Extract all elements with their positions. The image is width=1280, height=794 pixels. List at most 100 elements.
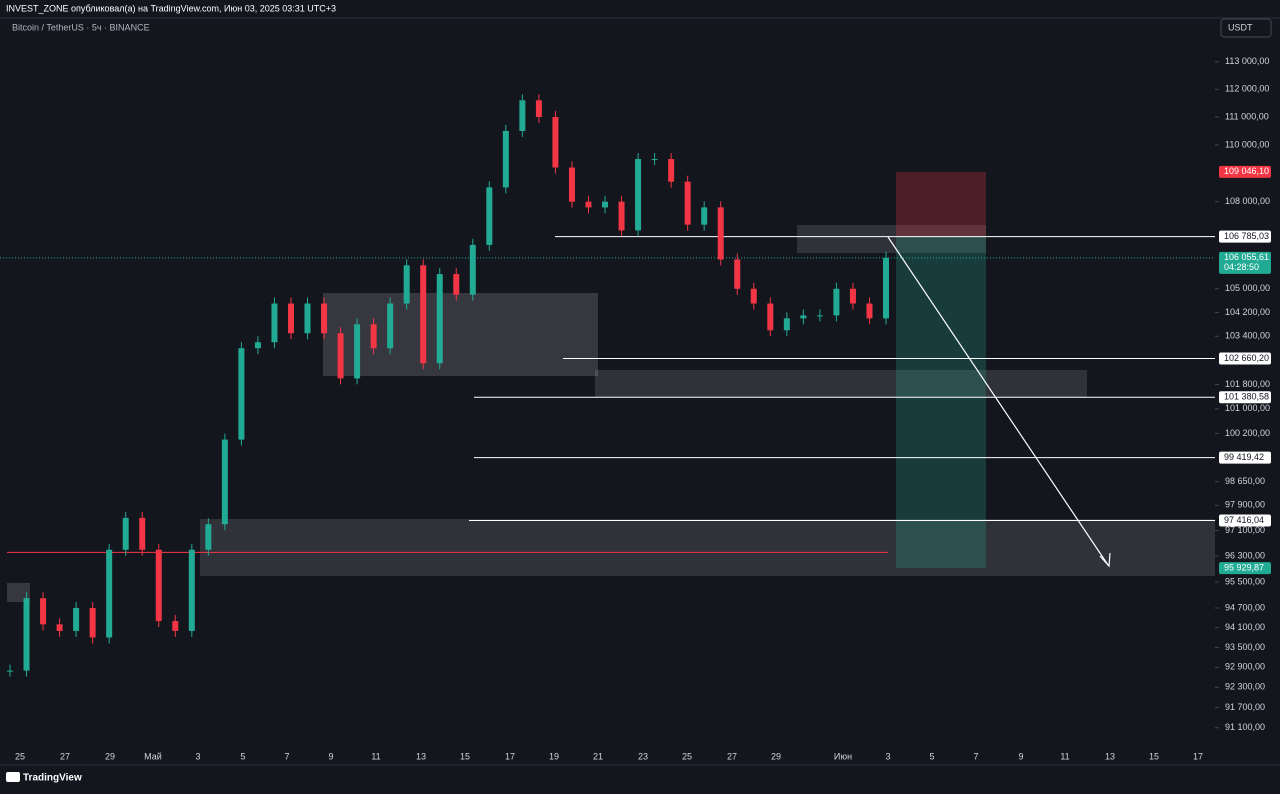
price-tag-label: 106 785,03 — [1224, 231, 1269, 241]
currency[interactable]: USDT — [1228, 22, 1253, 32]
candle — [883, 257, 889, 319]
candle — [585, 201, 592, 208]
candle — [866, 303, 873, 319]
price-tag — [1219, 451, 1271, 464]
x-tick-label: 15 — [1149, 751, 1159, 761]
arrow — [887, 236, 1109, 566]
candle — [89, 607, 96, 638]
x-tick-label: 17 — [1193, 751, 1203, 761]
candle — [172, 621, 179, 631]
y-tick-label: 111 000,00 — [1225, 111, 1269, 121]
candle — [387, 303, 394, 349]
x-tick-label: 5 — [240, 751, 245, 761]
candle — [287, 303, 294, 334]
symbol-title: Bitcoin / TetherUS · 5ч · BINANCE — [12, 22, 150, 32]
candle — [122, 517, 129, 550]
price-tag-label: 102 660,20 — [1224, 353, 1269, 363]
x-tick-label: 27 — [727, 751, 737, 761]
currency-button[interactable] — [1220, 18, 1272, 38]
candle — [155, 549, 162, 622]
x-tick-label: 5 — [929, 751, 934, 761]
candle — [205, 524, 212, 550]
candle — [750, 288, 757, 304]
brand: TradingView — [23, 773, 82, 784]
price-tag-label: 99 419,42 — [1224, 452, 1264, 462]
x-tick-label: 13 — [416, 751, 426, 761]
candle — [106, 549, 113, 638]
y-tick-label: 91 100,00 — [1225, 722, 1265, 732]
zones — [7, 225, 1215, 602]
candle — [271, 303, 278, 343]
candle — [602, 201, 609, 208]
zone — [595, 370, 1087, 397]
candle — [552, 116, 559, 168]
price-tag — [1219, 251, 1271, 274]
x-tick-label: 29 — [105, 751, 115, 761]
y-tick-label: 105 000,00 — [1225, 283, 1270, 293]
price-tag — [1219, 230, 1271, 243]
candle — [73, 607, 80, 631]
x-tick-label: 29 — [771, 751, 781, 761]
candle — [668, 159, 675, 182]
price-tag — [1219, 165, 1271, 178]
candle — [56, 624, 63, 631]
candle — [701, 207, 708, 225]
logo — [6, 772, 20, 782]
x-tick-label: Май — [144, 751, 162, 761]
y-tick-label: 92 900,00 — [1225, 662, 1265, 672]
candle — [651, 159, 658, 161]
x-tick-label: 17 — [505, 751, 515, 761]
stop-zone — [896, 171, 986, 237]
candle — [403, 265, 410, 304]
candle — [337, 333, 344, 379]
y-tick-label: 101 000,00 — [1225, 403, 1270, 413]
price-tag — [1219, 562, 1271, 575]
y-tick-label: 94 100,00 — [1225, 622, 1265, 632]
candle — [139, 517, 146, 550]
y-tick-label: 101 800,00 — [1225, 379, 1270, 389]
candle — [502, 130, 509, 188]
x-tick-label: 7 — [284, 751, 289, 761]
candle — [221, 439, 228, 525]
candle — [354, 324, 361, 379]
y-tick-label: 112 000,00 — [1225, 84, 1269, 94]
x-tick-label: Июн — [834, 751, 852, 761]
price-tag-label: 97 416,04 — [1224, 515, 1264, 525]
candle — [800, 315, 807, 319]
y-tick-label: 113 000,00 — [1225, 56, 1269, 66]
y-tick-label: 98 650,00 — [1225, 476, 1265, 486]
x-tick-label: 25 — [15, 751, 25, 761]
candle — [486, 187, 493, 245]
x-tick-label: 25 — [682, 751, 692, 761]
price-tag-label: 101 380,58 — [1224, 392, 1269, 402]
candle — [436, 274, 443, 364]
candle — [535, 100, 542, 117]
y-tick-label: 96 300,00 — [1225, 551, 1265, 561]
x-tick-label: 3 — [885, 751, 890, 761]
candle — [849, 288, 856, 304]
y-tick-label: 104 200,00 — [1225, 307, 1270, 317]
x-tick-label: 3 — [195, 751, 200, 761]
x-tick-label: 7 — [973, 751, 978, 761]
x-tick-label: 13 — [1105, 751, 1115, 761]
y-tick-label: 100 200,00 — [1225, 428, 1270, 438]
y-tick-label: 91 700,00 — [1225, 702, 1265, 712]
candle — [519, 100, 526, 131]
x-tick-label: 19 — [549, 751, 559, 761]
y-tick-label: 95 500,00 — [1225, 576, 1265, 586]
y-tick-label: 108 000,00 — [1225, 196, 1270, 206]
price-tag — [1219, 514, 1271, 527]
candle — [40, 598, 47, 625]
candle — [833, 288, 840, 316]
target-zone — [896, 236, 986, 569]
candle — [684, 181, 691, 225]
arrow-head — [1099, 552, 1111, 568]
candle — [783, 318, 790, 331]
candle — [238, 348, 245, 440]
price-tag-label: 109 046,10 — [1224, 166, 1269, 176]
price-tag — [1219, 391, 1271, 404]
candle — [618, 201, 625, 231]
x-tick-label: 11 — [1060, 751, 1069, 761]
